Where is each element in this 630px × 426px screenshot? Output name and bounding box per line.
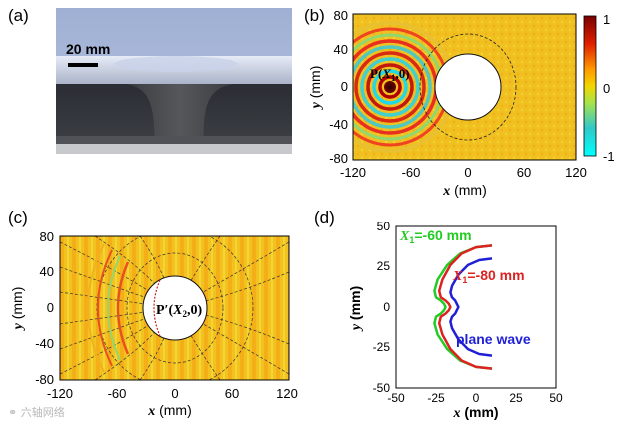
panel-b-label: (b) <box>304 6 325 25</box>
svg-text:50: 50 <box>549 391 563 405</box>
svg-text:0: 0 <box>47 300 54 315</box>
series-red-curve <box>437 244 493 370</box>
panel-b-figure: 80 40 0 -40 -80 -120 -60 0 60 120 x (mm)… <box>307 8 615 199</box>
svg-text:-50: -50 <box>387 391 405 405</box>
b-x-axis-label: x (mm) <box>442 182 487 199</box>
svg-text:25: 25 <box>509 391 523 405</box>
colorbar <box>583 15 597 157</box>
svg-text:-120: -120 <box>47 386 73 401</box>
svg-text:25: 25 <box>377 259 391 273</box>
svg-text:-40: -40 <box>329 117 348 132</box>
panel-d-label: (d) <box>314 208 335 227</box>
scale-bar-label: 20 mm <box>66 41 111 57</box>
svg-text:-40: -40 <box>35 336 54 351</box>
svg-text:50: 50 <box>377 222 391 233</box>
svg-text:0: 0 <box>171 386 178 401</box>
svg-text:-25: -25 <box>427 391 445 405</box>
d-series-group <box>433 244 493 370</box>
series-blue-curve <box>449 257 493 357</box>
svg-text:-120: -120 <box>340 165 366 180</box>
panel-c-figure: P′(X2,0) 80 40 0 -40 -80 -120 -60 0 60 1… <box>9 229 298 419</box>
svg-text:0: 0 <box>603 81 610 96</box>
b-x-ticks: -120 -60 0 60 120 <box>340 165 587 180</box>
c-x-axis-label: x (mm) <box>147 402 192 419</box>
svg-text:-60: -60 <box>402 165 421 180</box>
svg-text:40: 40 <box>40 264 54 279</box>
svg-text:0: 0 <box>473 391 480 405</box>
c-y-ticks: 80 40 0 -40 -80 <box>35 229 54 387</box>
watermark-icon: ⚭ <box>8 406 18 419</box>
cloak-circle <box>434 53 502 121</box>
b-y-axis-label: y (mm) <box>307 66 324 111</box>
c-image-locus <box>153 279 161 337</box>
svg-text:0: 0 <box>383 300 390 314</box>
svg-text:0: 0 <box>341 79 348 94</box>
colorbar-ticks: 1 0 -1 <box>603 12 615 164</box>
d-x-axis-label: x (mm) <box>452 404 498 421</box>
svg-text:-25: -25 <box>373 340 391 354</box>
photo-specimen: 20 mm <box>56 8 292 154</box>
svg-text:1: 1 <box>603 12 610 27</box>
c-x-ticks: -120 -60 0 60 120 <box>47 386 298 401</box>
svg-text:-50: -50 <box>373 381 391 395</box>
watermark: ⚭ 六轴网络 <box>8 406 65 419</box>
panel-a-label: (a) <box>8 6 29 25</box>
svg-text:-80: -80 <box>329 151 348 166</box>
svg-text:-1: -1 <box>603 149 615 164</box>
d-y-ticks: 50 25 0 -25 -50 <box>373 222 391 395</box>
c-cloak-circle <box>142 275 208 341</box>
panel-c-label: (c) <box>8 208 28 227</box>
svg-text:120: 120 <box>276 386 298 401</box>
panel-d-chart: 50 25 0 -25 -50 -50 -25 0 25 50 x (mm) y… <box>347 222 563 421</box>
svg-text:60: 60 <box>517 165 531 180</box>
d-annotation-red: X1=-80 mm <box>452 267 525 285</box>
series-green-curve <box>433 244 493 370</box>
svg-text:0: 0 <box>464 165 471 180</box>
c-point-label: P′(X2,0) <box>156 303 203 319</box>
svg-text:-60: -60 <box>108 386 127 401</box>
dashed-boundary <box>419 33 517 141</box>
d-annotation-blue: plane wave <box>456 331 531 347</box>
d-annotation-green: X1=-60 mm <box>399 227 472 245</box>
c-y-axis-label: y (mm) <box>9 287 26 332</box>
svg-text:60: 60 <box>225 386 239 401</box>
b-point-label: P(X1,0) <box>370 66 410 83</box>
svg-text:80: 80 <box>334 8 348 23</box>
svg-text:-80: -80 <box>35 372 54 387</box>
d-y-axis-label: y (mm) <box>347 286 364 332</box>
svg-text:40: 40 <box>334 42 348 57</box>
b-y-ticks: 80 40 0 -40 -80 <box>329 8 348 166</box>
svg-text:80: 80 <box>40 229 54 244</box>
d-x-ticks: -50 -25 0 25 50 <box>387 391 563 405</box>
wavefront-arcs <box>87 243 130 373</box>
d-plot-frame <box>395 225 557 389</box>
svg-text:120: 120 <box>565 165 587 180</box>
